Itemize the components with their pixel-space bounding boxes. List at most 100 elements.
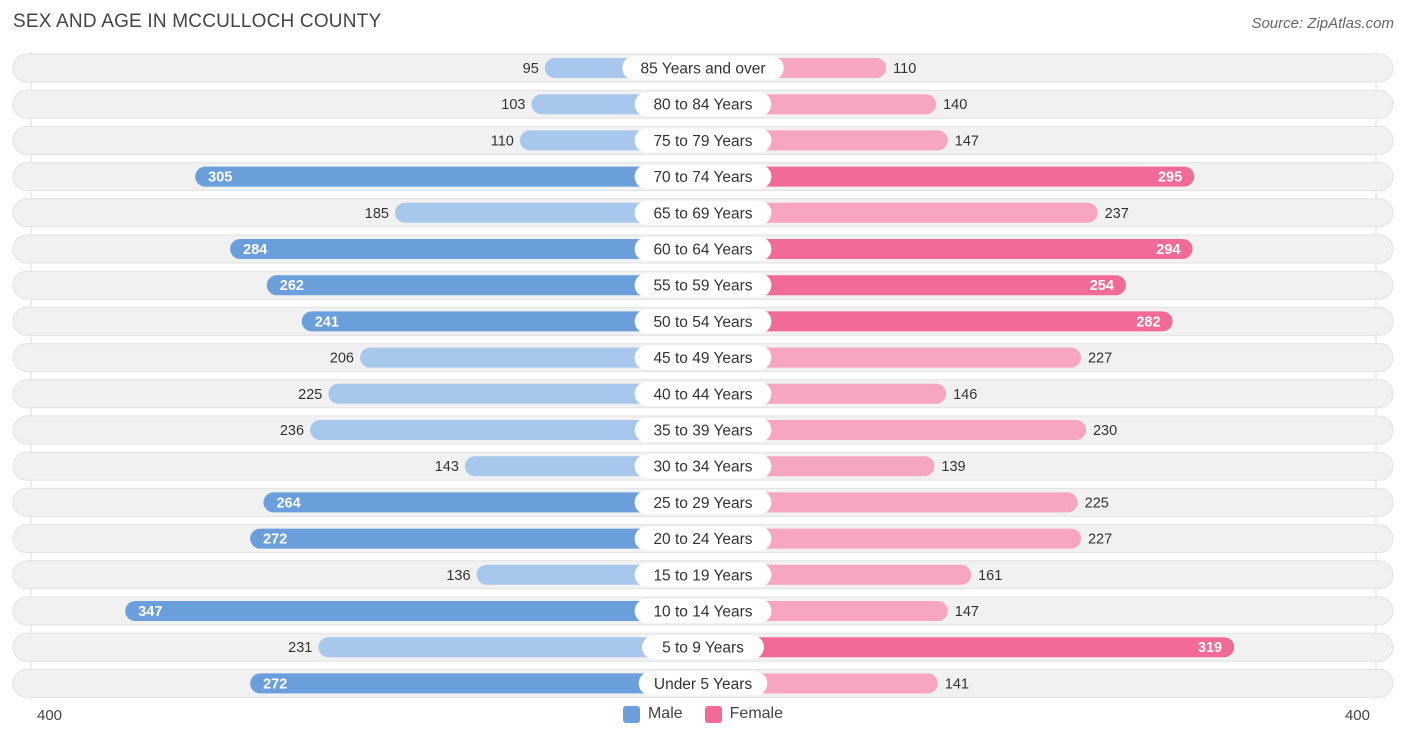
category-label: 15 to 19 Years xyxy=(653,567,752,584)
category-label: 65 to 69 Years xyxy=(653,205,752,222)
category-label: 25 to 29 Years xyxy=(653,495,752,512)
category-label-background xyxy=(634,237,772,261)
female-value-label: 319 xyxy=(1198,640,1222,656)
category-label: 70 to 74 Years xyxy=(653,169,752,186)
male-bar xyxy=(263,492,713,513)
female-value-label: 146 xyxy=(953,387,977,403)
category-label-background xyxy=(634,345,772,370)
female-bar xyxy=(693,202,1098,223)
male-value-label: 95 xyxy=(523,61,539,77)
category-label-background xyxy=(634,128,772,153)
category-label: 80 to 84 Years xyxy=(653,97,752,114)
category-label: 60 to 64 Years xyxy=(653,242,752,259)
male-bar xyxy=(310,420,713,440)
category-label-background xyxy=(634,454,772,479)
female-bar xyxy=(693,311,1173,332)
female-value-label: 227 xyxy=(1088,532,1112,548)
female-value-label: 161 xyxy=(978,568,1002,584)
female-value-label: 110 xyxy=(893,61,916,77)
female-value-label: 225 xyxy=(1085,495,1109,511)
legend-female-label: Female xyxy=(729,705,784,722)
female-value-label: 140 xyxy=(943,97,967,113)
category-label: 10 to 14 Years xyxy=(653,604,752,621)
female-value-label: 147 xyxy=(955,133,979,149)
female-value-label: 139 xyxy=(941,459,965,475)
female-bar xyxy=(693,166,1195,187)
male-bar xyxy=(195,166,714,187)
category-label: 85 Years and over xyxy=(641,61,766,78)
female-value-label: 147 xyxy=(955,604,979,620)
female-value-label: 230 xyxy=(1093,423,1117,439)
male-value-label: 262 xyxy=(280,278,304,294)
female-value-label: 141 xyxy=(945,676,969,692)
population-pyramid-chart: 85 Years and over 95 110 80 to 84 Years 103 1… xyxy=(12,52,1394,700)
category-label-background xyxy=(634,309,772,334)
female-bar xyxy=(693,239,1193,259)
male-value-label: 284 xyxy=(243,242,267,258)
male-value-label: 236 xyxy=(280,423,304,439)
male-bar xyxy=(328,383,713,404)
category-label-background xyxy=(634,526,772,551)
category-label-background xyxy=(634,490,772,515)
female-value-label: 254 xyxy=(1090,278,1114,294)
male-value-label: 305 xyxy=(208,170,232,186)
category-label: 75 to 79 Years xyxy=(653,133,752,150)
legend-item-female[interactable]: Female xyxy=(704,705,784,723)
male-value-label: 143 xyxy=(435,459,459,475)
category-label: 55 to 59 Years xyxy=(653,278,752,295)
female-bar xyxy=(693,637,1235,658)
male-value-label: 185 xyxy=(365,206,389,222)
male-value-label: 241 xyxy=(315,314,339,330)
female-swatch-icon xyxy=(704,705,722,723)
female-bar xyxy=(693,492,1078,513)
female-value-label: 227 xyxy=(1088,351,1112,367)
category-label: Under 5 Years xyxy=(654,676,752,693)
category-label-background xyxy=(634,164,772,189)
male-value-label: 225 xyxy=(298,387,322,403)
chart-title: SEX AND AGE IN MCCULLOCH COUNTY xyxy=(13,11,382,32)
male-bar xyxy=(360,347,713,368)
female-value-label: 295 xyxy=(1158,170,1182,186)
category-label-background xyxy=(634,273,772,298)
category-label: 40 to 44 Years xyxy=(653,386,752,403)
male-value-label: 103 xyxy=(501,97,525,113)
male-value-label: 264 xyxy=(276,495,300,511)
female-value-label: 237 xyxy=(1105,206,1129,222)
category-label-background xyxy=(634,200,772,225)
category-label-background xyxy=(634,381,772,406)
male-bar xyxy=(250,673,713,694)
male-bar xyxy=(125,601,714,621)
category-label: 30 to 34 Years xyxy=(653,459,752,476)
male-bar xyxy=(394,202,713,223)
axis-left-label: 400 xyxy=(37,707,63,724)
male-value-label: 272 xyxy=(263,532,287,548)
female-value-label: 294 xyxy=(1156,242,1180,258)
male-bar xyxy=(250,528,713,549)
female-bar xyxy=(693,420,1086,440)
category-label-background xyxy=(634,599,772,623)
female-value-label: 282 xyxy=(1136,314,1160,330)
category-label-background xyxy=(634,92,772,117)
female-bar xyxy=(693,347,1081,368)
male-value-label: 272 xyxy=(263,676,287,692)
male-bar xyxy=(230,239,713,259)
female-bar xyxy=(693,275,1126,296)
male-value-label: 110 xyxy=(491,133,514,149)
male-bar xyxy=(301,311,713,332)
category-label: 45 to 49 Years xyxy=(653,350,752,367)
female-bar xyxy=(693,528,1081,549)
legend-item-male[interactable]: Male xyxy=(622,705,683,723)
category-label: 50 to 54 Years xyxy=(653,314,752,331)
category-label-background xyxy=(642,635,764,660)
male-bar xyxy=(266,275,713,296)
male-swatch-icon xyxy=(622,705,640,723)
source-attribution: Source: ZipAtlas.com xyxy=(1251,15,1394,32)
male-bar xyxy=(318,637,713,658)
male-value-label: 136 xyxy=(446,568,470,584)
category-label-background xyxy=(622,56,784,80)
legend-male-label: Male xyxy=(647,705,683,722)
category-label-background xyxy=(634,562,772,587)
category-label: 20 to 24 Years xyxy=(653,531,752,548)
chart-legend: Male Female xyxy=(0,705,1406,723)
axis-right-label: 400 xyxy=(1344,707,1370,724)
